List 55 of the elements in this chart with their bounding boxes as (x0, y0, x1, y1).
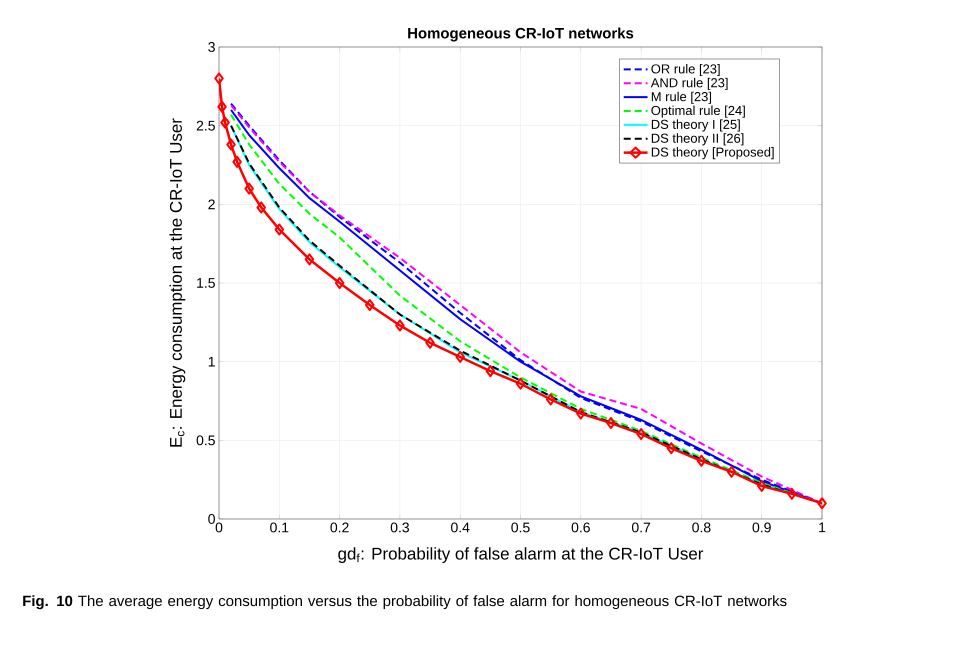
point (636, 428, 646, 440)
text: Fig. 10 The average energy consumption versus the probability of false alarm for homogeneous CR-IoT networks (23, 595, 787, 610)
point (425, 336, 435, 349)
point (486, 365, 496, 378)
legend-label: OR rule [23] (651, 64, 720, 76)
chart-title: Homogeneous CR-IoT networks (408, 28, 634, 42)
legend-label: M rule [23] (652, 92, 712, 104)
point (516, 378, 526, 390)
point (787, 488, 797, 500)
point (232, 156, 242, 168)
y-axis-title: E$_{c}$: Energy consumption at the CR-IoT User (169, 118, 186, 447)
point (696, 454, 706, 467)
x-tick-label: 0.4 (451, 522, 470, 532)
x-tick-label: 1 (819, 522, 826, 532)
point (606, 417, 616, 430)
point (726, 466, 736, 478)
point (214, 72, 224, 84)
point (576, 408, 586, 420)
y-tick-label: 0.5 (196, 435, 215, 446)
point (365, 299, 375, 312)
x-tick-label: 0 (216, 522, 222, 532)
legend-label: AND rule [23] (650, 78, 728, 90)
x-tick-label: 0.1 (270, 522, 288, 532)
x-tick-label: 0.5 (511, 522, 530, 532)
x-tick-label: 0.7 (632, 522, 650, 532)
point (817, 497, 827, 510)
point (244, 182, 254, 195)
x-tick-label: 0.2 (330, 522, 349, 532)
point (455, 350, 465, 363)
point (226, 138, 236, 151)
y-tick-label: 2 (208, 199, 215, 210)
y-tick-label: 3 (208, 42, 215, 52)
legend-label: DS theory [Proposed] (652, 147, 774, 160)
y-tick-label: 2.5 (196, 120, 215, 131)
point (256, 201, 266, 214)
x-tick-label: 0.8 (692, 522, 710, 532)
legend-label: DS theory I [25] (652, 119, 740, 132)
point (756, 480, 766, 492)
point (220, 116, 230, 129)
point (217, 100, 227, 113)
point (666, 442, 676, 454)
y-tick-label: 0 (208, 514, 215, 524)
x-tick-label: 0.6 (572, 522, 590, 532)
point (395, 319, 405, 332)
point (304, 253, 314, 266)
x-axis-title: gd$_{f}$: Probability of false alarm at the CR-IoT User (338, 547, 704, 564)
y-tick-label: 1 (208, 356, 215, 366)
y-tick-label: 1.5 (197, 278, 215, 288)
legend-label: DS theory II [26] (652, 133, 744, 146)
x-tick-label: 0.9 (752, 522, 771, 532)
point (546, 393, 556, 406)
legend-label: Optimal rule [24] (651, 106, 745, 118)
point (274, 224, 284, 236)
point (334, 276, 344, 289)
x-tick-label: 0.3 (390, 522, 409, 532)
